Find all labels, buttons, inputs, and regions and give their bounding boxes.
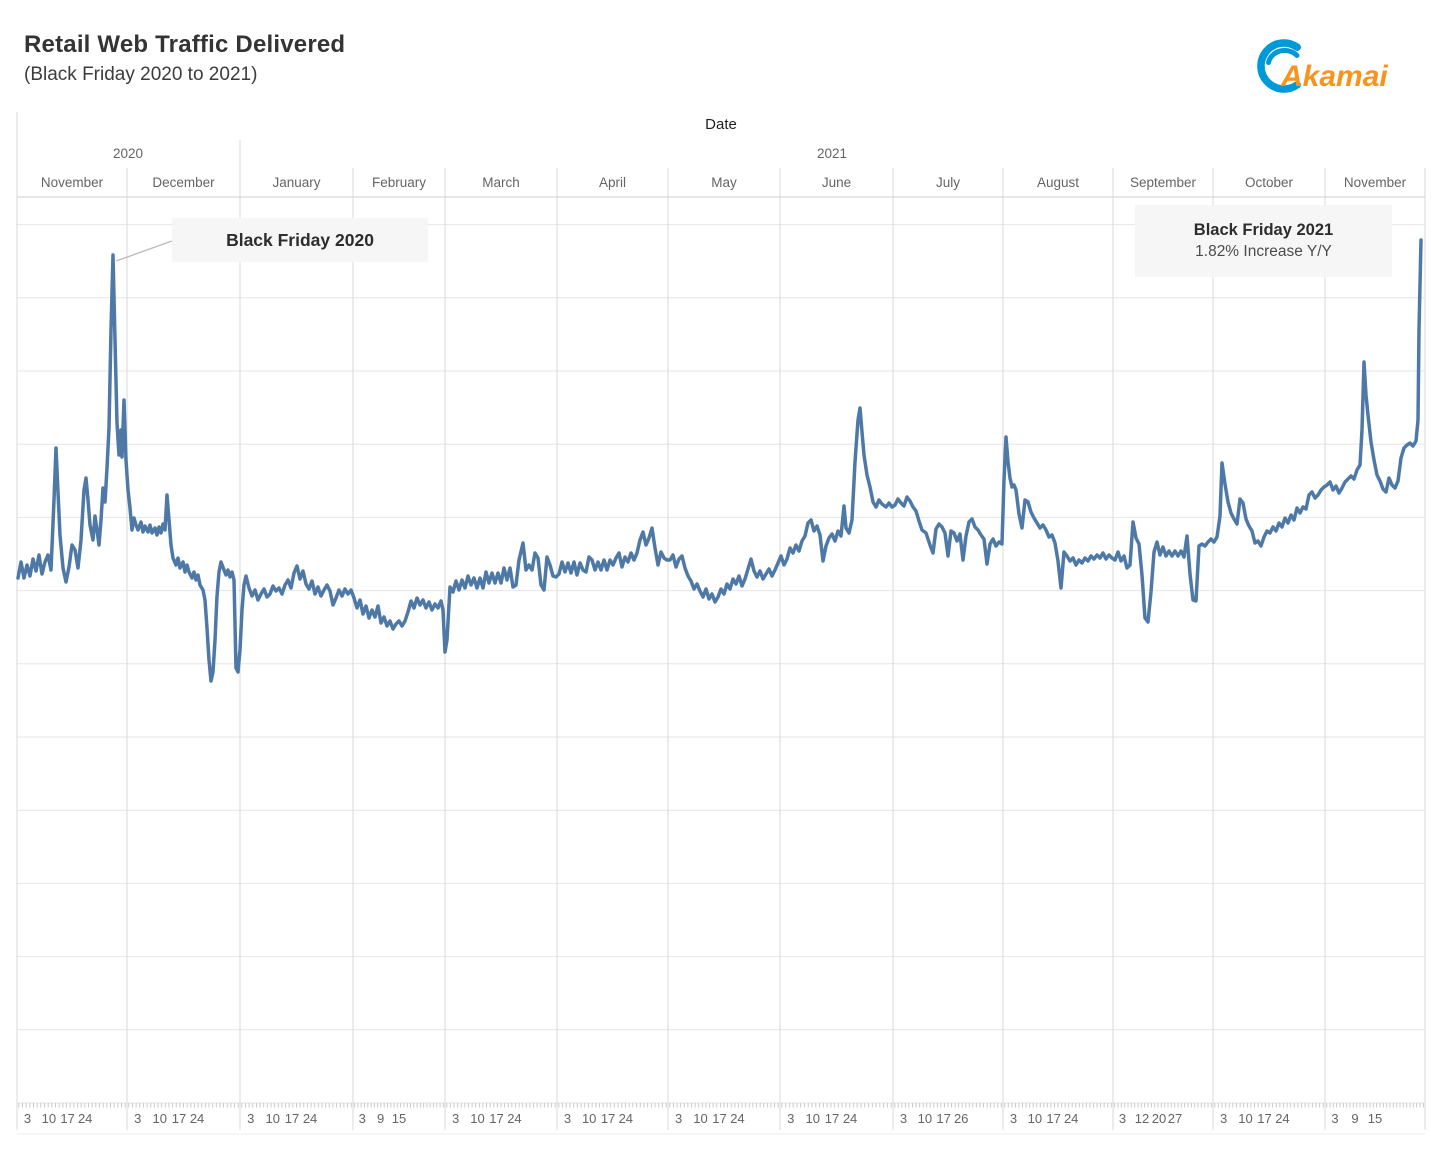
week-tick-label: 17 bbox=[824, 1111, 840, 1126]
week-tick-label: 15 bbox=[1367, 1111, 1383, 1126]
week-tick-label: 3 bbox=[23, 1111, 32, 1126]
week-tick-label: 17 bbox=[936, 1111, 951, 1126]
week-tick-label: 10 bbox=[1238, 1111, 1253, 1126]
week-tick-label: 3 bbox=[675, 1111, 683, 1126]
annotation-black-friday-2020: Black Friday 2020 bbox=[172, 218, 428, 262]
week-tick-label: 24 bbox=[730, 1111, 745, 1126]
akamai-logo-text: Akamai bbox=[1280, 60, 1388, 93]
week-tick-label: 10 bbox=[805, 1111, 820, 1126]
week-tick-label: 9 bbox=[376, 1111, 385, 1126]
week-tick-label: 3 bbox=[563, 1111, 572, 1126]
week-tick-label: 10 bbox=[265, 1111, 280, 1126]
week-tick-label: 24 bbox=[618, 1111, 634, 1126]
week-tick-label: 17 bbox=[60, 1111, 75, 1126]
week-tick-label: 17 bbox=[489, 1111, 504, 1126]
week-tick-label: 15 bbox=[391, 1111, 407, 1126]
week-tick-label: 10 bbox=[1027, 1111, 1043, 1126]
annotation-leader-line bbox=[115, 240, 173, 262]
week-tick-label: 24 bbox=[77, 1111, 93, 1126]
week-tick-label: 10 bbox=[693, 1111, 708, 1126]
week-tick-label: 3 bbox=[787, 1111, 795, 1126]
week-tick-label: 17 bbox=[171, 1111, 187, 1126]
week-tick-label: 10 bbox=[581, 1111, 597, 1126]
week-tick-label: 17 bbox=[1257, 1111, 1272, 1126]
week-tick-label: 24 bbox=[1063, 1111, 1079, 1126]
week-tick-label: 3 bbox=[452, 1111, 460, 1126]
week-tick-label: 3 bbox=[899, 1111, 908, 1126]
week-tick-label: 3 bbox=[1331, 1111, 1339, 1126]
week-tick-label: 26 bbox=[953, 1111, 969, 1126]
annotation-title: Black Friday 2020 bbox=[226, 229, 374, 250]
week-tick-label: 10 bbox=[470, 1111, 485, 1126]
akamai-logo: Akamai bbox=[1252, 34, 1404, 101]
annotation-subtitle: 1.82% Increase Y/Y bbox=[1195, 243, 1332, 260]
month-label: November bbox=[1343, 175, 1407, 190]
month-label: October bbox=[1244, 175, 1294, 190]
week-tick-label: 10 bbox=[152, 1111, 167, 1126]
month-label: May bbox=[711, 175, 737, 190]
week-tick-label: 10 bbox=[41, 1111, 57, 1126]
week-tick-label: 3 bbox=[358, 1111, 366, 1126]
page-subtitle: (Black Friday 2020 to 2021) bbox=[24, 64, 258, 85]
week-tick-label: 3 bbox=[1118, 1111, 1127, 1126]
month-label: September bbox=[1129, 175, 1197, 190]
traffic-line-series bbox=[16, 238, 1423, 683]
week-tick-label: 3 bbox=[247, 1111, 255, 1126]
page-title: Retail Web Traffic Delivered bbox=[24, 31, 346, 58]
week-tick-label: 3 bbox=[1220, 1111, 1228, 1126]
week-tick-label: 10 bbox=[917, 1111, 933, 1126]
week-tick-label: 17 bbox=[284, 1111, 300, 1126]
week-tick-label: 24 bbox=[507, 1111, 522, 1126]
akamai-swoosh-icon bbox=[1257, 39, 1301, 93]
x-axis-title: Date bbox=[705, 116, 737, 133]
week-tick-label: 17 bbox=[1046, 1111, 1061, 1126]
month-label: June bbox=[821, 175, 852, 190]
week-tick-label: 17 bbox=[600, 1111, 616, 1126]
annotation-black-friday-2021: Black Friday 2021 1.82% Increase Y/Y bbox=[1135, 205, 1392, 277]
month-label: July bbox=[935, 175, 961, 190]
year-label: 2021 bbox=[816, 146, 848, 161]
month-label: November bbox=[40, 175, 104, 190]
week-tick-label: 27 bbox=[1167, 1111, 1183, 1126]
month-label: August bbox=[1036, 175, 1080, 190]
month-label: December bbox=[152, 175, 215, 190]
month-label: March bbox=[482, 175, 520, 190]
week-tick-label: 24 bbox=[1275, 1111, 1290, 1126]
week-tick-label: 3 bbox=[1009, 1111, 1018, 1126]
week-tick-label: 3 bbox=[134, 1111, 142, 1126]
week-tick-label: 24 bbox=[302, 1111, 318, 1126]
week-tick-label: 20 bbox=[1151, 1111, 1167, 1126]
week-tick-label: 24 bbox=[189, 1111, 205, 1126]
month-label: April bbox=[598, 175, 627, 190]
week-tick-label: 24 bbox=[842, 1111, 858, 1126]
annotation-title: Black Friday 2021 bbox=[1193, 221, 1334, 239]
month-label: January bbox=[272, 175, 321, 190]
month-label: February bbox=[371, 175, 427, 190]
week-tick-label: 17 bbox=[712, 1111, 727, 1126]
year-label: 2020 bbox=[112, 146, 144, 161]
akamai-swoosh-inner-icon bbox=[1266, 47, 1300, 65]
week-tick-label: 12 bbox=[1134, 1111, 1150, 1126]
week-tick-label: 9 bbox=[1351, 1111, 1359, 1126]
